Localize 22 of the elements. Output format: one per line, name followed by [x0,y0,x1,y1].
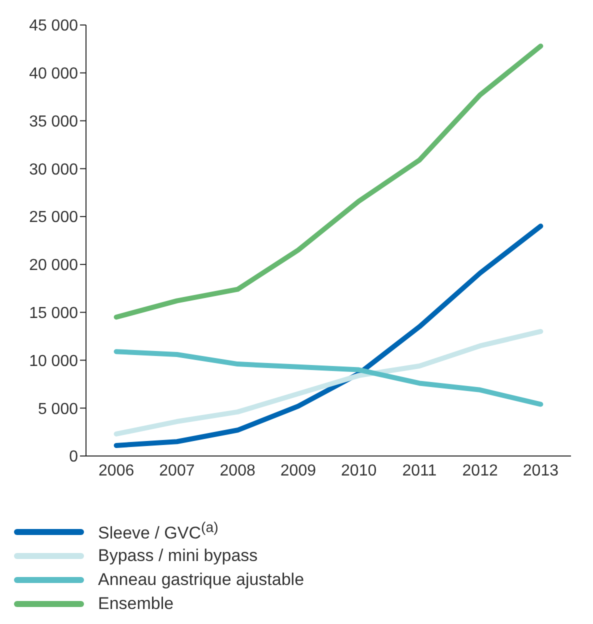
legend-label: Sleeve / GVC$^{(a)}$ [98,520,218,544]
x-tick-label: 2006 [98,462,134,480]
x-tick-label: 2010 [341,462,377,480]
x-tick-label: 2009 [280,462,316,480]
x-tick-label: 2007 [159,462,195,480]
y-tick-label: 15 000 [29,305,78,322]
y-tick-label: 45 000 [29,18,78,35]
x-tick-label: 2012 [462,462,498,480]
y-tick-label: 0 [69,448,78,466]
y-tick-label: 40 000 [29,66,78,83]
legend-label: Anneau gastrique ajustable [98,570,304,590]
y-tick-label: 10 000 [29,352,78,370]
legend-label: Ensemble [98,594,174,614]
y-tick-label: 25 000 [29,209,78,226]
legend-label: Bypass / mini bypass [98,546,258,566]
y-tick-label: 5 000 [38,400,78,418]
x-tick-label: 2013 [522,462,559,480]
y-tick-label: 35 000 [29,113,78,130]
y-tick-label: 30 000 [29,161,78,178]
x-tick-label: 2008 [220,462,256,480]
x-tick-label: 2011 [402,462,437,480]
y-tick-label: 20 000 [29,257,78,274]
